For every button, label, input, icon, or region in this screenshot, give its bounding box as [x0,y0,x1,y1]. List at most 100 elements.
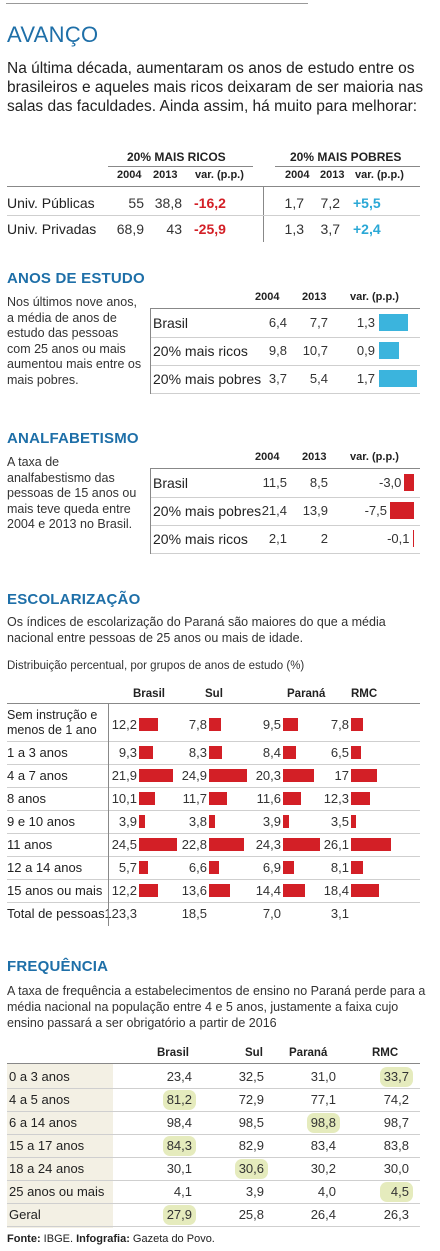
value-cell: 32,5 [238,1069,264,1084]
row-label: 15 a 17 anos [9,1138,85,1153]
value-cell: 22,8 [181,836,207,852]
column-header: RMC [372,1047,399,1059]
row-label: 8 anos [7,791,47,806]
series-header: Paraná [287,688,326,700]
value-cell: 26,1 [323,836,349,852]
distribution-bar [283,884,306,897]
column-header: Sul [245,1047,263,1059]
variation-cell: -25,9 [194,221,226,237]
row-label: 12 a 14 anos [7,860,83,875]
value-cell: 4,0 [317,1184,336,1199]
distribution-bar [209,861,220,874]
row-rule [7,215,420,216]
value-cell: 81,2 [166,1092,192,1107]
value-cell: 1,7 [284,195,304,211]
value-cell: 10,1 [111,790,137,806]
row-label: 25 anos ou mais [9,1184,105,1199]
rule [7,186,420,187]
column-header: 2013 [302,451,327,463]
row-label: 20% mais ricos [153,531,248,547]
row-rule [7,879,420,880]
value-cell: 55 [128,195,144,211]
divider [150,308,151,394]
value-cell: 7,7 [309,315,328,330]
value-cell: 6,6 [188,859,207,875]
row-rule [7,1203,420,1204]
distribution-bar [283,815,289,828]
total-value: 123,3 [104,906,137,921]
escolarizacao-description: Os índices de escolarização do Paraná sã… [7,615,386,645]
value-cell: 17 [334,767,349,783]
row-label: 18 a 24 anos [9,1161,85,1176]
distribution-bar [139,861,148,874]
value-cell: 9,8 [268,343,287,358]
distribution-bar [283,838,321,851]
credit-text: Gazeta do Povo. [132,1233,215,1245]
column-header: 2004 [117,169,142,181]
row-rule [7,787,420,788]
row-label: 6 a 14 anos [9,1115,77,1130]
row-label: Sem instrução e menos de 1 ano [7,708,98,737]
series-header: Sul [205,688,223,700]
variation-bar [412,530,414,547]
distribution-bar [351,746,361,759]
frequencia-description: A taxa de frequência a estabelecimentos … [7,984,426,1030]
value-cell: 3,7 [320,221,340,237]
value-cell: 5,4 [309,371,328,386]
variation-cell: 1,3 [356,315,375,330]
highlight-marker [380,1182,413,1202]
row-rule [7,1088,420,1089]
variation-cell: 0,9 [356,343,375,358]
divider [108,703,109,926]
row-label: Brasil [153,315,189,331]
distribution-bar [351,769,378,782]
distribution-bar [351,792,370,805]
variation-bar [404,474,414,491]
distribution-bar [351,815,357,828]
value-cell: 11,7 [182,790,207,806]
value-cell: 23,4 [166,1069,192,1084]
value-cell: 30,1 [166,1161,192,1176]
value-cell: 13,9 [302,503,328,518]
intro-text: Na última década, aumentaram os anos de … [7,60,424,115]
analfabetismo-description: A taxa de analfabestismo das pessoas de … [7,455,137,532]
row-label: 1 a 3 anos [7,745,68,760]
value-cell: 33,7 [383,1069,409,1084]
column-header: var. (p.p.) [350,451,399,463]
divider [263,186,264,242]
distribution-bar [283,718,298,731]
row-rule [150,497,420,498]
distribution-bar [209,884,230,897]
escolarizacao-subtitle: Distribuição percentual, por grupos de a… [7,660,305,672]
row-label: 15 anos ou mais [7,883,103,898]
row-rule [7,764,420,765]
value-cell: 8,4 [262,744,281,760]
value-cell: 98,8 [310,1115,336,1130]
variation-cell: -3,0 [378,475,402,490]
row-rule [150,365,420,366]
distribution-bar [209,838,244,851]
value-cell: 26,4 [310,1207,336,1222]
value-cell: 12,3 [323,790,349,806]
value-cell: 7,8 [330,716,349,732]
divider [150,468,151,554]
row-rule [7,1157,420,1158]
highlight-marker [163,1136,196,1156]
row-rule [7,902,420,903]
distribution-bar [139,746,154,759]
value-cell: 12,2 [111,716,137,732]
value-cell: 20,3 [255,767,281,783]
value-cell: 3,8 [188,813,207,829]
total-value: 3,1 [330,906,349,921]
value-cell: 6,5 [330,744,349,760]
value-cell: 27,9 [166,1207,192,1222]
distribution-bar [283,746,296,759]
value-cell: 98,7 [383,1115,409,1130]
value-cell: 3,9 [118,813,137,829]
distribution-bar [139,718,158,731]
value-cell: 2,1 [268,531,287,546]
distribution-bar [351,838,391,851]
section-title-anos-estudo: ANOS DE ESTUDO [7,270,145,287]
value-cell: 74,2 [383,1092,409,1107]
row-label: 9 e 10 anos [7,814,75,829]
